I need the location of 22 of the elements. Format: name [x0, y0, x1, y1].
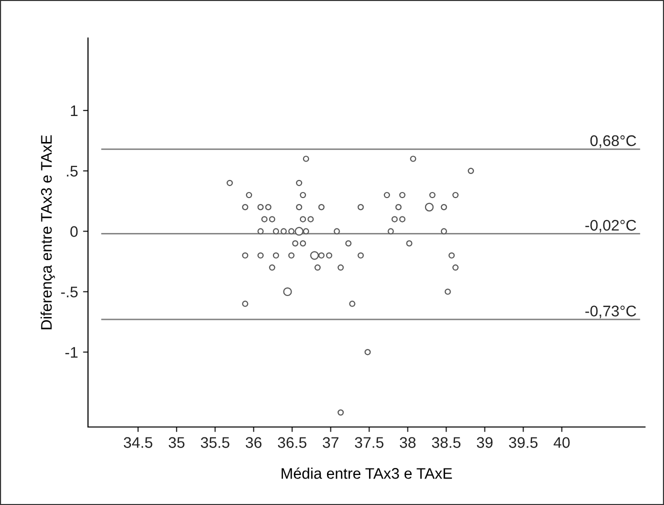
x-tick-label: 37.5: [354, 437, 384, 448]
ref-line-label: -0,02°C: [585, 220, 636, 232]
x-axis-title: Média entre TAx3 e TAxE: [282, 467, 452, 479]
x-tick-label: 35.5: [200, 437, 230, 448]
x-tick-label: 37: [322, 437, 338, 448]
ref-line-label: 0,68°C: [590, 135, 636, 148]
y-tick-label: -1: [65, 347, 78, 358]
x-tick-label: 39.5: [508, 437, 538, 448]
y-axis-title: Diferença entre TAx3 e TAxE: [40, 135, 55, 330]
x-tick-label: 35: [168, 437, 184, 448]
y-tick-label: 1: [70, 106, 78, 116]
y-tick-label: .5: [66, 166, 78, 177]
x-tick-label: 38: [400, 437, 416, 448]
x-tick-label: 36.5: [278, 437, 306, 448]
x-tick-label: 34.5: [124, 437, 152, 448]
y-tick-label: -.5: [61, 286, 78, 298]
x-tick-label: 40: [554, 437, 570, 448]
x-tick-label: 36: [246, 437, 262, 448]
y-tick-label: 0: [70, 226, 78, 237]
ref-line-label: -0,73°C: [585, 306, 636, 318]
x-tick-label: 38.5: [432, 437, 460, 448]
x-tick-label: 39: [476, 437, 493, 448]
